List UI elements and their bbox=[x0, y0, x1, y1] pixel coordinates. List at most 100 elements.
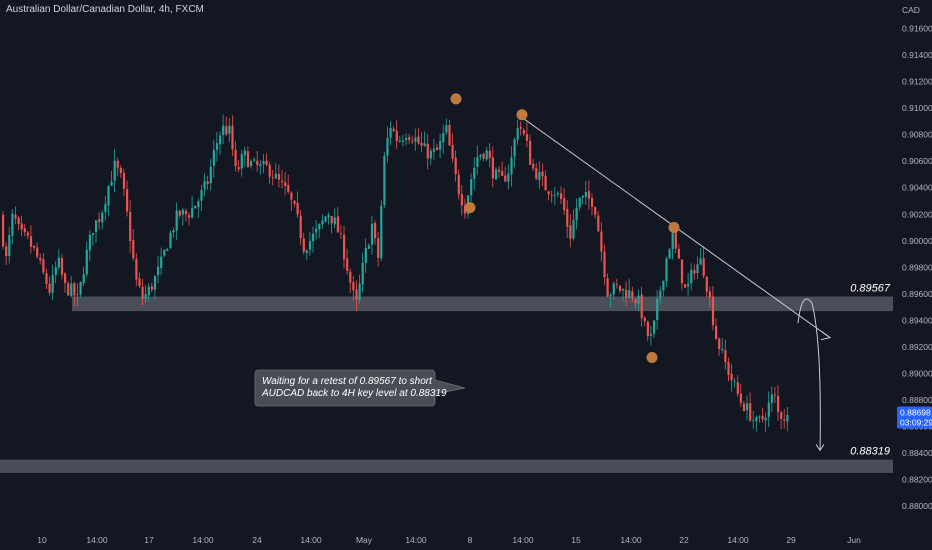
swing-marker-3[interactable] bbox=[668, 222, 680, 234]
candle-body-245 bbox=[761, 415, 764, 420]
swing-marker-1[interactable] bbox=[516, 109, 528, 121]
candle-body-51 bbox=[160, 256, 163, 269]
candle-body-243 bbox=[755, 416, 758, 422]
candle-body-74 bbox=[231, 125, 234, 150]
currency-label: CAD bbox=[902, 5, 920, 15]
price-tick-0: 0.91600 bbox=[902, 24, 932, 34]
candle-body-215 bbox=[668, 249, 671, 259]
candle-body-240 bbox=[746, 403, 749, 411]
candle-body-15 bbox=[48, 283, 51, 293]
candle-body-18 bbox=[57, 257, 60, 268]
candle-body-45 bbox=[141, 286, 144, 299]
key-level-zone-1[interactable] bbox=[0, 459, 893, 473]
time-tick-3: 14:00 bbox=[192, 535, 214, 545]
candle-body-213 bbox=[662, 280, 665, 291]
candle-body-11 bbox=[36, 247, 39, 257]
price-axis[interactable]: CAD 0.91600 0.91400 0.91200 0.91000 0.90800 0.… bbox=[897, 5, 932, 511]
swing-marker-0[interactable] bbox=[450, 93, 462, 105]
trendline-arrowhead bbox=[820, 331, 832, 341]
price-tick-10: 0.89600 bbox=[902, 289, 932, 299]
candle-body-19 bbox=[60, 258, 64, 275]
candle-body-115 bbox=[358, 283, 361, 301]
candle-body-24 bbox=[76, 294, 79, 295]
candle-body-162 bbox=[504, 175, 507, 182]
candle-body-196 bbox=[609, 294, 612, 297]
candle-body-70 bbox=[219, 135, 222, 145]
candle-body-210 bbox=[653, 320, 656, 334]
key-level-zone-0[interactable] bbox=[72, 296, 893, 312]
swing-marker-4[interactable] bbox=[646, 352, 658, 364]
candle-body-248 bbox=[770, 394, 773, 403]
candle-body-81 bbox=[253, 159, 256, 161]
candle-body-154 bbox=[479, 154, 482, 157]
candle-body-227 bbox=[705, 276, 708, 292]
candle-body-107 bbox=[333, 217, 336, 225]
candle-body-204 bbox=[634, 299, 637, 303]
candle-body-111 bbox=[346, 258, 349, 271]
candle-body-170 bbox=[529, 140, 532, 165]
time-tick-12: 22 bbox=[679, 535, 689, 545]
annotation-box[interactable] bbox=[254, 369, 466, 407]
candle-body-203 bbox=[631, 291, 634, 299]
candle-body-39 bbox=[122, 172, 126, 189]
candle-body-13 bbox=[42, 259, 45, 273]
candle-body-138 bbox=[429, 150, 432, 159]
candle-body-65 bbox=[203, 181, 206, 190]
candle-body-86 bbox=[268, 164, 271, 177]
candle-body-175 bbox=[544, 175, 547, 191]
candle-body-168 bbox=[522, 129, 525, 134]
candle-body-238 bbox=[739, 393, 742, 403]
candle-body-230 bbox=[715, 325, 718, 339]
candle-body-77 bbox=[240, 154, 243, 169]
time-tick-4: 24 bbox=[252, 535, 262, 545]
time-tick-13: 14:00 bbox=[727, 535, 749, 545]
candle-body-25 bbox=[79, 281, 82, 295]
swing-marker-2[interactable] bbox=[464, 202, 476, 214]
current-price-tag[interactable] bbox=[897, 406, 932, 429]
candle-body-135 bbox=[420, 142, 423, 146]
candle-body-158 bbox=[491, 157, 494, 179]
candle-body-41 bbox=[129, 212, 132, 242]
candle-body-99 bbox=[308, 240, 312, 250]
candle-body-1 bbox=[5, 246, 8, 257]
candle-body-148 bbox=[460, 194, 463, 206]
annotation-callout[interactable]: Waiting for a retest of 0.89567 to short… bbox=[254, 369, 466, 407]
price-tick-4: 0.90800 bbox=[902, 130, 932, 140]
candle-body-131 bbox=[408, 137, 411, 140]
candle-body-73 bbox=[228, 125, 231, 134]
price-tick-13: 0.89000 bbox=[902, 368, 932, 378]
time-axis[interactable]: 10 14:00 17 14:00 24 14:00 May 14:00 8 14:00 15 14:… bbox=[37, 535, 861, 545]
candle-body-192 bbox=[597, 215, 600, 232]
candle-body-253 bbox=[786, 415, 789, 422]
candle-body-151 bbox=[470, 179, 473, 196]
candle-body-30 bbox=[95, 220, 98, 232]
price-tick-1: 0.91400 bbox=[902, 50, 932, 60]
candle-body-198 bbox=[615, 283, 618, 285]
time-tick-7: 14:00 bbox=[405, 535, 427, 545]
candle-body-12 bbox=[39, 257, 42, 261]
candle-body-80 bbox=[250, 161, 253, 167]
key-level-label-0: 0.89567 bbox=[850, 283, 891, 295]
candle-body-221 bbox=[687, 283, 690, 287]
candle-body-146 bbox=[454, 157, 457, 175]
candle-body-206 bbox=[640, 294, 643, 319]
candle-body-14 bbox=[45, 273, 48, 284]
price-tick-9: 0.89800 bbox=[902, 262, 932, 272]
candle-body-16 bbox=[51, 274, 54, 293]
candle-body-188 bbox=[584, 192, 587, 197]
candle-body-133 bbox=[414, 137, 417, 142]
candle-body-178 bbox=[553, 195, 556, 197]
candle-body-205 bbox=[637, 295, 640, 304]
candle-body-164 bbox=[510, 157, 513, 175]
projection-curve[interactable] bbox=[797, 298, 821, 451]
candle-body-127 bbox=[395, 130, 398, 142]
candle-body-57 bbox=[178, 210, 181, 216]
price-tick-6: 0.90400 bbox=[902, 183, 932, 193]
candlesticks bbox=[2, 114, 789, 432]
candle-body-62 bbox=[194, 205, 197, 209]
candle-body-143 bbox=[445, 125, 448, 133]
candle-body-226 bbox=[702, 258, 705, 276]
candle-body-249 bbox=[773, 394, 777, 396]
